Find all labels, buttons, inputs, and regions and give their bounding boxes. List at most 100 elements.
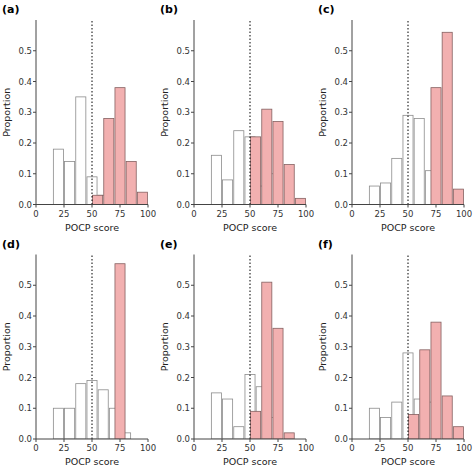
y-tick-label: 0.4 [334,77,348,87]
y-tick-label: 0.4 [176,77,190,87]
y-tick [191,81,194,82]
y-tick-label: 0.5 [334,46,348,56]
y-tick-label: 0.3 [334,107,348,117]
panel: 02550751000.00.10.20.30.40.5POCP scorePr… [317,3,472,233]
x-tick-label: 75 [115,443,126,453]
bar [93,195,103,204]
bar [381,417,391,439]
bar [53,408,63,439]
bar [420,350,430,439]
x-tick [464,205,465,208]
y-tick-label: 0.2 [176,138,190,148]
x-tick [380,439,381,442]
x-tick-label: 0 [191,443,196,453]
y-tick [191,377,194,378]
y-tick [349,143,352,144]
x-axis-label: POCP score [65,456,119,467]
y-tick [191,316,194,317]
x-tick [222,439,223,442]
y-tick-label: 0.1 [334,403,348,413]
panel-label: (e) [160,238,178,251]
panel-label: (b) [160,3,178,16]
y-tick-label: 0.5 [176,280,190,290]
y-tick [33,408,36,409]
x-tick [408,205,409,208]
y-tick-label: 0.3 [176,107,190,117]
x-tick-label: 75 [115,209,126,219]
x-tick-label: 75 [431,443,442,453]
bar [431,322,441,439]
y-tick-label: 0.3 [176,342,190,352]
bar [414,118,424,204]
bar [409,414,419,439]
bar [392,402,402,439]
bar [234,427,244,439]
panel: 02550751000.00.10.20.30.40.5POCP scorePr… [1,3,156,233]
bar [211,393,221,439]
y-tick [349,346,352,347]
x-tick [120,439,121,442]
bar [453,427,463,439]
y-tick [349,50,352,51]
y-tick [349,81,352,82]
bar [234,131,244,205]
bar [104,118,114,204]
x-tick [222,205,223,208]
y-tick-label: 0.2 [18,138,32,148]
bar [115,88,125,205]
x-tick-label: 100 [456,209,472,219]
x-tick [408,439,409,442]
x-tick-label: 25 [375,209,386,219]
x-tick-label: 0 [33,209,38,219]
bar [369,408,379,439]
bar [284,165,294,205]
bar [273,328,283,439]
plot-area [211,20,305,205]
y-tick [33,204,36,205]
reference-line [92,20,93,205]
y-tick [33,81,36,82]
bar [284,433,294,439]
y-tick-label: 0.4 [176,311,190,321]
bar [442,32,452,204]
bar [295,198,305,204]
y-tick [191,285,194,286]
y-axis-label: Proportion [1,88,12,137]
y-tick-label: 0.3 [334,342,348,352]
x-tick [120,205,121,208]
bar [262,282,272,439]
x-tick-label: 50 [403,209,414,219]
x-tick-label: 50 [245,209,256,219]
y-tick-label: 0.0 [334,200,348,210]
x-tick-label: 25 [59,443,70,453]
bar [223,399,233,439]
x-tick-label: 25 [59,209,70,219]
y-axis-label: Proportion [159,88,170,137]
bar [251,137,261,205]
y-tick-label: 0.5 [176,46,190,56]
x-tick-label: 25 [375,443,386,453]
y-tick [349,285,352,286]
x-axis-label: POCP score [381,222,435,233]
y-tick [191,112,194,113]
panel-label: (d) [2,238,20,251]
x-tick-label: 75 [431,209,442,219]
panel: 02550751000.00.10.20.30.40.5POCP scorePr… [159,238,314,468]
bar [442,396,452,439]
x-tick-label: 50 [245,443,256,453]
reference-line [408,255,409,440]
bar [98,390,108,439]
x-tick-label: 50 [403,443,414,453]
reference-line [92,255,93,440]
panel: 02550751000.00.10.20.30.40.5POCP scorePr… [1,238,156,468]
x-tick [464,439,465,442]
x-tick [278,205,279,208]
x-tick-label: 0 [33,443,38,453]
x-tick [148,439,149,442]
y-tick [349,408,352,409]
x-tick-label: 100 [298,209,314,219]
y-tick [191,408,194,409]
y-tick [349,112,352,113]
plot-area [369,255,463,440]
y-tick [33,143,36,144]
